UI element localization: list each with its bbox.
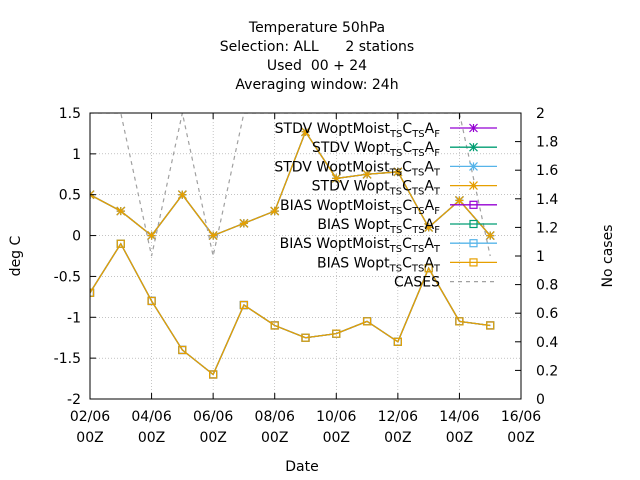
legend-marker [469, 142, 478, 152]
x-tick-label: 00Z [138, 430, 165, 446]
legend-label: BIAS WoptTSCTSAT [317, 255, 441, 274]
series-line [90, 113, 491, 257]
x-tick-label: 08/06 [255, 409, 295, 425]
data-point [147, 296, 156, 306]
data-point [393, 337, 402, 346]
data-point [485, 231, 495, 240]
legend-label: STDV WoptMoistTSCTSAT [274, 159, 441, 178]
y2-tick-label: 1.8 [536, 135, 558, 151]
legend-marker [469, 219, 478, 229]
y-tick-label: -1 [67, 310, 81, 326]
data-point [301, 333, 310, 342]
data-point [362, 169, 372, 179]
legend-marker [469, 200, 478, 209]
y2-tick-label: 2 [536, 106, 545, 122]
grid [90, 113, 521, 399]
y2-tick-label: 0.8 [536, 278, 558, 294]
data-point [239, 300, 249, 310]
legend-label: STDV WoptTSCTSAF [312, 140, 440, 159]
y2-tick-label: 1.2 [536, 220, 558, 236]
y-tick-label: -0.5 [54, 269, 81, 285]
legend-label: STDV WoptMoistTSCTSAF [275, 121, 441, 140]
legend-label: BIAS WoptMoistTSCTSAF [280, 198, 440, 217]
chart-title-line: Selection: ALL 2 stations [220, 39, 414, 55]
data-point [455, 196, 464, 205]
chart-title-line: Used 00 + 24 [267, 58, 367, 74]
data-point [208, 231, 218, 240]
series-line [90, 242, 491, 376]
series-7 [90, 239, 495, 379]
y2-tick-label: 0 [536, 392, 545, 408]
x-axis-label: Date [285, 459, 318, 475]
data-point [362, 317, 372, 326]
series-layer [90, 113, 495, 379]
x-tick-label: 00Z [199, 430, 226, 446]
y2-tick-label: 1.4 [536, 192, 558, 208]
data-point [455, 317, 464, 326]
y-tick-label: -1.5 [54, 351, 81, 367]
chart-title: Temperature 50hPa Selection: ALL 2 statio… [220, 20, 414, 93]
x-tick-label: 00Z [384, 430, 411, 446]
plot-frame [89, 112, 522, 400]
data-point [393, 167, 403, 177]
x-tick-label: 16/06 [501, 409, 541, 425]
legend-marker [469, 181, 478, 191]
data-point [209, 370, 218, 379]
x-tick-label: 00Z [261, 430, 288, 446]
chart-title-line: Temperature 50hPa [248, 20, 385, 36]
series-3 [90, 127, 495, 240]
x-tick-label: 12/06 [378, 409, 418, 425]
legend-label: STDV WoptTSCTSAT [312, 179, 441, 198]
data-point [116, 206, 126, 216]
y-tick-label: 0 [72, 229, 81, 245]
x-tick-label: 04/06 [131, 409, 171, 425]
series-line [90, 130, 491, 237]
data-point [116, 239, 125, 248]
axes: -2 -1.5 -1 -0.5 0 0.5 1 1.5 0 0.2 0.4 0.6 0.8 1 1.2 1.4… [8, 106, 616, 475]
x-tick-label: 00Z [323, 430, 350, 446]
x-tick-label: 00Z [76, 430, 103, 446]
y2-tick-label: 1 [536, 249, 545, 265]
chart-title-line: Averaging window: 24h [235, 77, 398, 93]
data-point [270, 206, 280, 216]
x-tick-label: 10/06 [316, 409, 356, 425]
data-point [332, 329, 341, 338]
series-8 [90, 113, 491, 257]
legend-marker [469, 161, 478, 171]
y-tick-label: 1.5 [59, 106, 81, 122]
data-point [424, 222, 434, 232]
y2-axis-label: No cases [600, 225, 616, 288]
data-point [90, 288, 95, 297]
legend-marker [469, 239, 478, 248]
data-point [331, 173, 341, 183]
data-point [486, 321, 495, 330]
y-tick-label: 0.5 [59, 188, 81, 204]
x-tick-label: 00Z [507, 430, 534, 446]
data-point [239, 218, 249, 228]
legend-label: CASES [394, 275, 440, 291]
y2-tick-label: 0.6 [536, 306, 558, 322]
data-point [177, 190, 187, 200]
legend-label: BIAS WoptMoistTSCTSAT [280, 236, 441, 255]
legend-marker [469, 123, 478, 133]
data-point [424, 264, 433, 273]
data-point [178, 345, 187, 355]
data-point [270, 321, 279, 330]
x-tick-label: 00Z [446, 430, 473, 446]
y2-tick-label: 0.4 [536, 335, 558, 351]
legend-label: BIAS WoptTSCTSAF [317, 217, 440, 236]
legend-marker [469, 258, 478, 267]
y2-tick-label: 1.6 [536, 163, 558, 179]
y-tick-label: 1 [72, 147, 81, 163]
data-point [147, 231, 156, 240]
y2-tick-label: 0.2 [536, 363, 558, 379]
x-tick-label: 06/06 [193, 409, 233, 425]
y-axis-label: deg C [8, 235, 24, 276]
x-tick-label: 02/06 [70, 409, 110, 425]
data-point [301, 127, 310, 137]
x-tick-label: 14/06 [439, 409, 479, 425]
y-tick-label: -2 [67, 392, 81, 408]
